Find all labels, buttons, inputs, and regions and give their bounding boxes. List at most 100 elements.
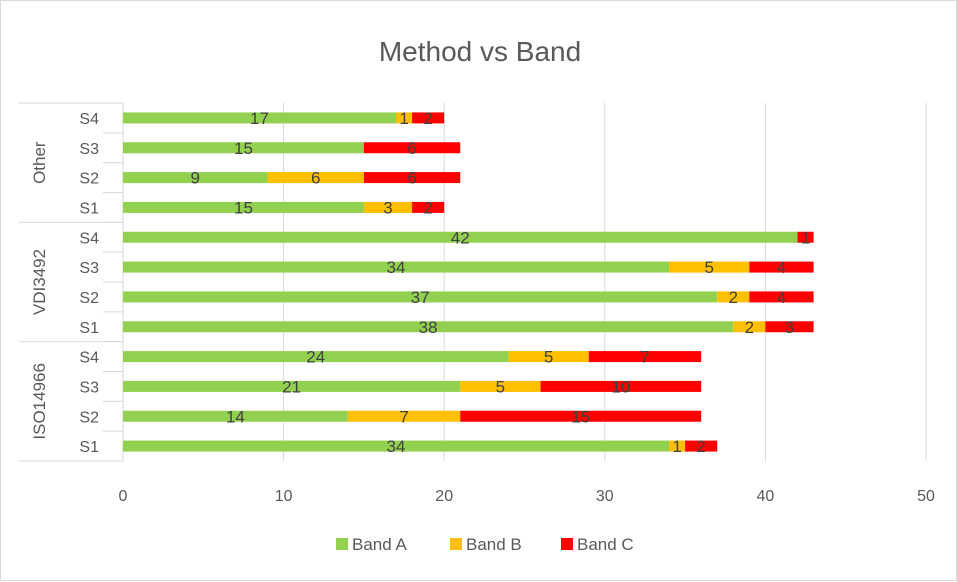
bar-segment [412, 112, 445, 124]
bar-segment [123, 321, 734, 333]
category-label: S3 [79, 260, 99, 277]
data-label: 3 [383, 198, 392, 217]
data-label: 5 [544, 348, 553, 367]
bar-segment [396, 112, 413, 124]
data-label: 37 [411, 288, 430, 307]
bar-segment [717, 291, 750, 303]
bar-segment [460, 380, 541, 392]
bar-segment [412, 201, 445, 213]
bar-segment [123, 231, 798, 243]
data-label: 5 [496, 377, 505, 396]
data-label: 2 [745, 318, 754, 337]
bar-segment [123, 112, 397, 124]
bar-segment [460, 410, 702, 422]
bar-segment [669, 440, 686, 452]
group-label: VDI3492 [30, 249, 49, 315]
data-label: 24 [306, 348, 325, 367]
data-label: 3 [785, 318, 794, 337]
data-label: 38 [419, 318, 438, 337]
bar-segment [749, 291, 814, 303]
value-axis-ticks: 0 10 20 30 40 50 [119, 488, 935, 505]
legend-label: Band A [352, 535, 407, 554]
bar-segment [588, 351, 702, 363]
category-label: S3 [79, 141, 99, 158]
data-label: 2 [696, 437, 705, 456]
value-tick-label: 40 [757, 488, 775, 505]
legend: Band A Band B Band C [336, 535, 634, 554]
category-label: S2 [79, 290, 99, 307]
gridlines [283, 103, 927, 461]
bar-segment [123, 410, 348, 422]
bar-segment [267, 172, 364, 184]
bar-segment [347, 410, 461, 422]
bar-segment [765, 321, 814, 333]
legend-swatch [336, 538, 348, 550]
data-label: 2 [423, 109, 432, 128]
bar-series [123, 112, 814, 452]
value-tick-label: 50 [917, 488, 935, 505]
bar-segment [123, 142, 364, 154]
value-tick-label: 20 [435, 488, 453, 505]
data-label: 10 [611, 377, 630, 396]
legend-label: Band B [466, 535, 522, 554]
bar-segment [508, 351, 589, 363]
bar-segment [540, 380, 702, 392]
data-label: 34 [387, 437, 406, 456]
data-label: 1 [399, 109, 408, 128]
bar-segment [123, 440, 670, 452]
data-label: 15 [571, 407, 590, 426]
data-label: 14 [226, 407, 245, 426]
group-label: Other [30, 141, 49, 184]
data-label: 17 [250, 109, 269, 128]
category-label: S2 [79, 409, 99, 426]
category-label: S4 [79, 230, 99, 247]
legend-label: Band C [577, 535, 634, 554]
bar-segment [363, 172, 461, 184]
bar-segment [733, 321, 766, 333]
category-label: S1 [79, 320, 99, 337]
value-tick-label: 0 [119, 488, 128, 505]
bar-segment [669, 261, 750, 273]
category-label: S3 [79, 379, 99, 396]
data-label: 34 [387, 258, 406, 277]
value-tick-label: 30 [596, 488, 614, 505]
category-label: S4 [79, 111, 99, 128]
data-label: 21 [282, 377, 301, 396]
group-label: ISO14966 [30, 363, 49, 440]
bar-segment [123, 172, 268, 184]
data-label: 4 [777, 288, 786, 307]
data-label: 1 [672, 437, 681, 456]
data-label: 7 [399, 407, 408, 426]
bar-segment [123, 351, 509, 363]
legend-swatch [450, 538, 462, 550]
category-axis: S1 S2 S3 S4 S1 S2 S3 S4 S1 S2 S3 S4 ISO14966 VDI3492 O… [19, 102, 124, 462]
data-label: 4 [777, 258, 786, 277]
category-label: S2 [79, 171, 99, 188]
category-label: S1 [79, 439, 99, 456]
data-label: 15 [234, 198, 253, 217]
bar-segment [363, 201, 413, 213]
data-label: 1 [801, 228, 810, 247]
bar-segment [123, 261, 670, 273]
data-label: 6 [407, 169, 416, 188]
category-label: S4 [79, 350, 99, 367]
legend-swatch [561, 538, 573, 550]
data-label: 6 [311, 169, 320, 188]
bar-segment [685, 440, 718, 452]
data-label: 42 [451, 228, 470, 247]
data-label: 15 [234, 139, 253, 158]
chart-title: Method vs Band [379, 36, 581, 67]
bar-segment [123, 380, 461, 392]
category-label: S1 [79, 200, 99, 217]
bar-segment [797, 231, 814, 243]
bar-segment [123, 291, 718, 303]
bar-segment [363, 142, 461, 154]
bar-segment [123, 201, 364, 213]
bar-segment [749, 261, 814, 273]
data-label: 2 [729, 288, 738, 307]
data-label: 2 [423, 198, 432, 217]
data-label: 5 [704, 258, 713, 277]
